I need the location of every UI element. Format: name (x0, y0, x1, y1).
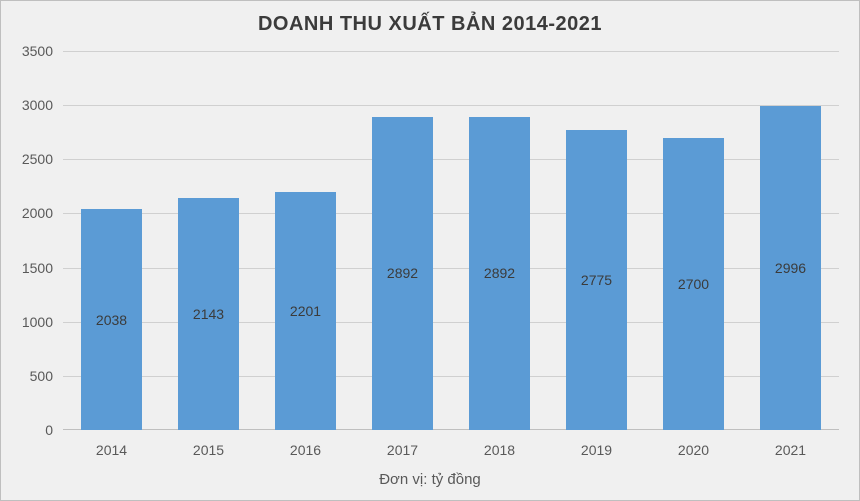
bar-value-label: 2038 (96, 312, 127, 328)
y-tick-label: 1000 (22, 314, 63, 330)
x-tick-label: 2015 (160, 442, 257, 458)
bar-value-label: 2700 (678, 276, 709, 292)
x-tick-label: 2020 (645, 442, 742, 458)
bar-slot: 2143 (160, 51, 257, 430)
bar: 2996 (760, 106, 820, 430)
bar-slot: 2201 (257, 51, 354, 430)
bar-value-label: 2892 (387, 265, 418, 281)
x-tick-label: 2017 (354, 442, 451, 458)
y-tick-label: 2500 (22, 151, 63, 167)
bar-value-label: 2892 (484, 265, 515, 281)
bar-slot: 2892 (451, 51, 548, 430)
revenue-chart: DOANH THU XUẤT BẢN 2014-2021 0 500 1000 150… (0, 0, 860, 501)
chart-title: DOANH THU XUẤT BẢN 2014-2021 (1, 1, 859, 44)
x-tick-label: 2021 (742, 442, 839, 458)
bar: 2700 (663, 138, 723, 430)
bar: 2892 (372, 117, 432, 430)
bar-slot: 2996 (742, 51, 839, 430)
x-tick-label: 2019 (548, 442, 645, 458)
bar: 2143 (178, 198, 238, 430)
plot-area: 0500100015002000250030003500203821432201… (63, 51, 839, 430)
bar: 2775 (566, 130, 626, 430)
y-tick-label: 3500 (22, 43, 63, 59)
x-tick-label: 2018 (451, 442, 548, 458)
bar-value-label: 2996 (775, 260, 806, 276)
y-tick-label: 0 (45, 422, 63, 438)
bar-slot: 2775 (548, 51, 645, 430)
x-axis-title: Đơn vị: tỷ đồng (1, 471, 859, 488)
x-tick-label: 2016 (257, 442, 354, 458)
bar-value-label: 2201 (290, 303, 321, 319)
bar: 2892 (469, 117, 529, 430)
bar-slot: 2892 (354, 51, 451, 430)
x-tick-label: 2014 (63, 442, 160, 458)
x-axis-labels: 20142015201620172018201920202021 (63, 442, 839, 458)
y-tick-label: 3000 (22, 97, 63, 113)
y-tick-label: 2000 (22, 205, 63, 221)
bar-slot: 2038 (63, 51, 160, 430)
bar: 2201 (275, 192, 335, 430)
y-tick-label: 1500 (22, 260, 63, 276)
bar-value-label: 2143 (193, 306, 224, 322)
bar-value-label: 2775 (581, 272, 612, 288)
bars-row: 2038 2143 2201 2892 2892 2775 2700 2996 (63, 51, 839, 430)
bar: 2038 (81, 209, 141, 430)
y-tick-label: 500 (30, 368, 63, 384)
bar-slot: 2700 (645, 51, 742, 430)
